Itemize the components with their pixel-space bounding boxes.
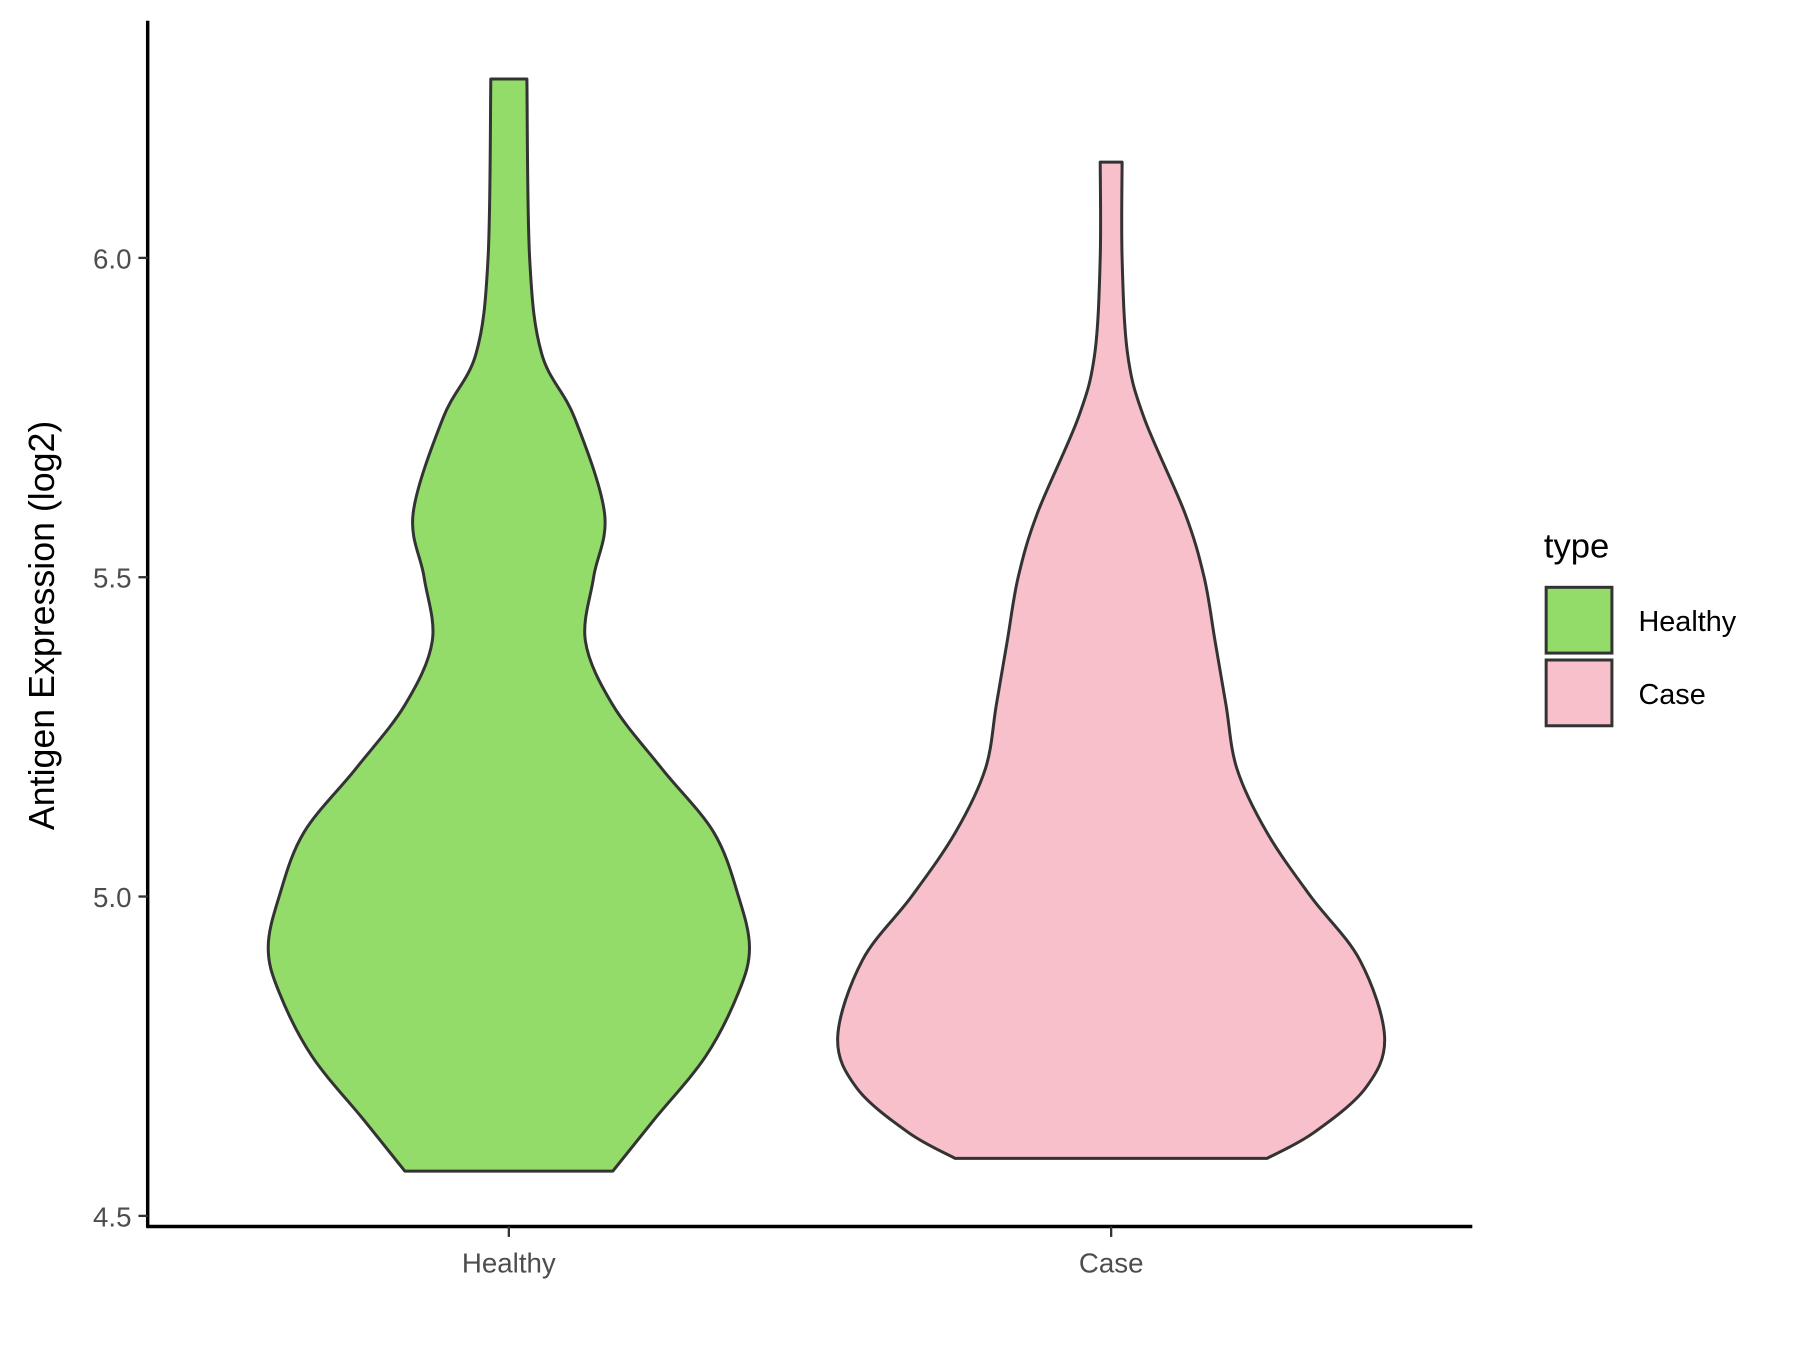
- violin-healthy: [266, 77, 751, 1173]
- legend-title: type: [1544, 527, 1609, 565]
- y-tick-label: 5.5: [93, 563, 132, 594]
- y-ticks: 4.5 5.0 5.5 6.0: [93, 243, 148, 1232]
- x-ticks: Healthy Case: [462, 1226, 1144, 1279]
- x-tick-label: Healthy: [462, 1248, 556, 1279]
- legend-key-case: [1544, 658, 1614, 728]
- y-tick-label: 6.0: [93, 243, 132, 274]
- legend-label: Healthy: [1638, 606, 1736, 638]
- y-tick-label: 4.5: [93, 1201, 132, 1232]
- x-tick-label: Case: [1079, 1248, 1144, 1279]
- legend: type Healthy Case: [1544, 527, 1737, 728]
- violins: [266, 77, 1387, 1173]
- legend-label: Case: [1638, 679, 1705, 711]
- legend-key-healthy: [1544, 585, 1614, 655]
- y-axis-title: Antigen Expression (log2): [22, 421, 62, 830]
- violin-case: [836, 160, 1387, 1160]
- y-tick-label: 5.0: [93, 882, 132, 913]
